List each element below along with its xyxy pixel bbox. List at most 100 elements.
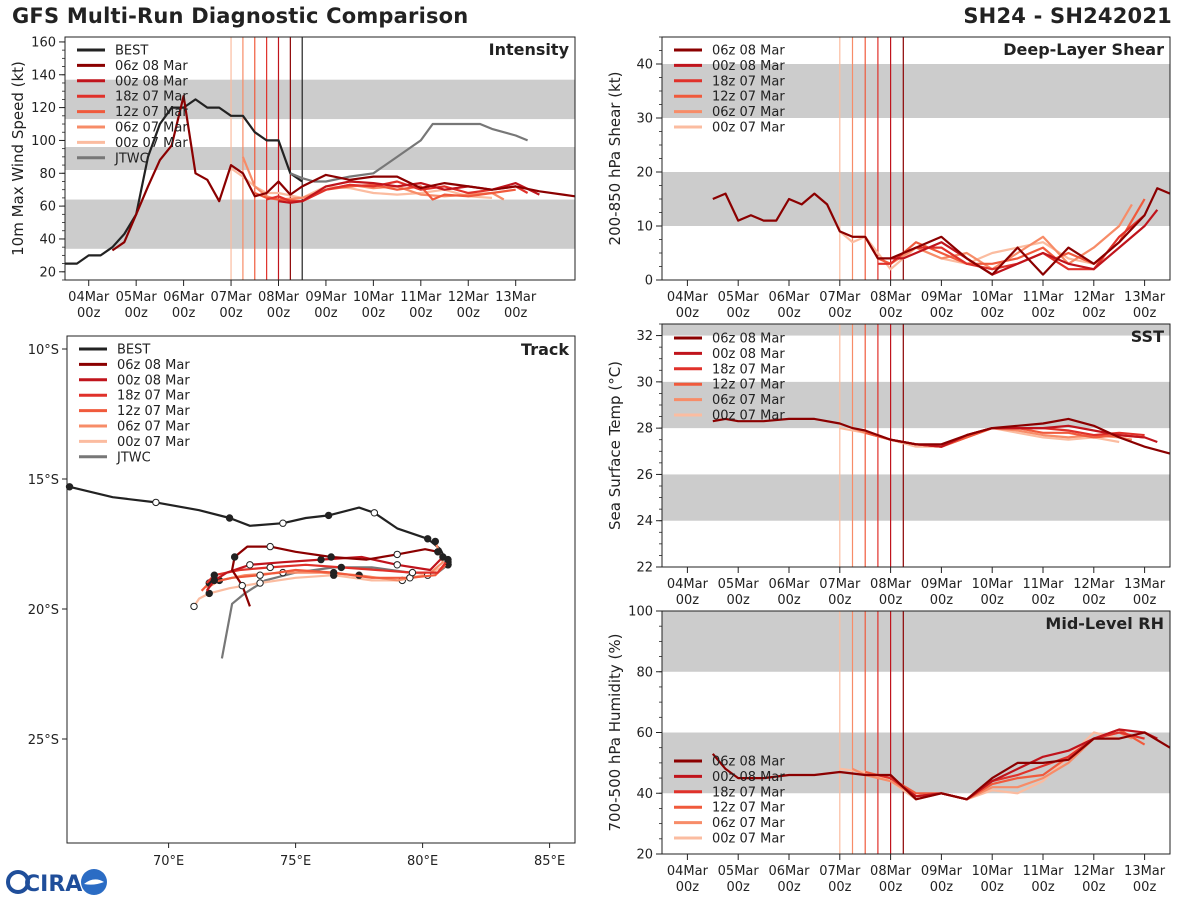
y-tick-label: 20 [636,166,653,181]
panel-title: Deep-Layer Shear [1003,40,1164,59]
x-tick-label-hour: 00z [77,306,101,321]
x-tick-label-day: 11Mar [1022,864,1064,879]
lon-tick-label: 70°E [153,854,184,869]
x-tick-label-hour: 00z [828,880,852,895]
plot-frame [64,36,576,281]
legend-label-06z-07-mar: 06z 07 Mar [712,393,785,408]
legend-label-00z-07-mar: 00z 07 Mar [712,409,785,424]
page-title: GFS Multi-Run Diagnostic Comparison [12,4,469,28]
track-point-06z-07-mar [431,537,439,546]
rh-chart: 2040608010004Mar00z05Mar00z06Mar00z07Mar… [606,605,1171,895]
plot-frame [661,323,1171,568]
x-tick-label-day: 05Mar [718,290,760,305]
x-tick-label-day: 09Mar [305,290,347,305]
legend-label-00z-08-mar: 00z 08 Mar [712,347,785,362]
x-tick-label-hour: 00z [1133,880,1157,895]
series-line-12z-07-mar [254,183,516,203]
x-tick-label-day: 13Mar [1124,290,1166,305]
y-tick-label: 32 [636,329,653,344]
y-tick-label: 24 [636,514,653,529]
y-tick-label: 160 [31,35,56,50]
x-tick-label-hour: 00z [777,593,801,608]
series-line-06z-08-mar [712,417,1171,455]
x-tick-label-day: 05Mar [718,577,760,592]
legend-label-12z-07-mar: 12z 07 Mar [115,105,188,120]
y-tick-label: 100 [628,605,653,620]
legend-label-00z-08-mar: 00z 08 Mar [712,59,785,74]
x-tick-label-hour: 00z [676,880,700,895]
legend-label-06z-08-mar: 06z 08 Mar [115,59,188,74]
track-line-12z-07-mar [200,561,449,592]
x-tick-label-hour: 00z [828,306,852,321]
x-tick-label-hour: 00z [727,306,751,321]
x-tick-label-hour: 00z [219,306,243,321]
track-point-00z-08-mar [246,561,254,569]
x-tick-label-hour: 00z [314,306,338,321]
track-point-best [324,511,333,520]
x-tick-label-hour: 00z [981,593,1005,608]
series-line-06z-08-mar [712,187,1171,276]
x-tick-label-day: 04Mar [667,864,709,879]
x-tick-label-day: 06Mar [768,290,810,305]
shaded-band [662,64,1170,118]
legend-label-06z-07-mar: 06z 07 Mar [712,816,785,831]
x-tick-label-hour: 00z [362,306,386,321]
legend-label-12z-07-mar: 12z 07 Mar [712,801,785,816]
y-axis-title: Sea Surface Temp (°C) [606,361,624,530]
series-line-06z-08-mar [711,731,1171,801]
y-tick-label: 100 [31,134,56,149]
x-tick-label-day: 10Mar [972,290,1014,305]
legend-label-18z-07-mar: 18z 07 Mar [115,90,188,105]
y-tick-label: 30 [636,375,653,390]
series-line-00z-08-mar [889,728,1158,801]
y-tick-label: 28 [636,422,653,437]
series-line-00z-08-mar [890,209,1159,276]
y-tick-label: 10 [636,220,653,235]
y-tick-label: 40 [636,787,653,802]
track-line-00z-08-mar [205,555,444,592]
series-line-best [65,98,303,265]
legend-label-06z-08-mar: 06z 08 Mar [117,358,190,373]
x-tick-label-day: 07Mar [819,577,861,592]
legend-label-18z-07-mar: 18z 07 Mar [712,74,785,89]
lat-tick-label: 20°S [28,603,59,618]
track-point-best [423,535,432,543]
x-tick-label-hour: 00z [1031,306,1055,321]
track-point-00z-08-mar [317,555,325,564]
x-tick-label-day: 09Mar [921,577,963,592]
x-tick-label-day: 10Mar [972,864,1014,879]
x-tick-label-day: 05Mar [718,864,760,879]
x-tick-label-day: 10Mar [353,290,395,305]
x-tick-label-day: 09Mar [921,290,963,305]
x-tick-label-day: 07Mar [211,290,253,305]
x-tick-label-hour: 00z [1133,593,1157,608]
y-tick-label: 30 [636,112,653,127]
track-point-18z-07-mar [408,568,417,577]
shaded-band [662,324,1170,336]
x-tick-label-day: 08Mar [870,864,912,879]
x-tick-label-day: 04Mar [68,290,110,305]
legend-label-06z-07-mar: 06z 07 Mar [115,121,188,136]
legend-label-00z-07-mar: 00z 07 Mar [117,435,190,450]
x-tick-label-day: 11Mar [1022,290,1064,305]
legend-label-best: BEST [117,343,150,358]
track-map: 70°E 75°E 80°E 85°E 10°S 15°S 20°S 25°S Track BES… [28,335,576,869]
y-tick-label: 40 [636,58,653,73]
track-point-12z-07-mar [256,571,264,579]
x-tick-label-hour: 00z [409,306,433,321]
legend-label-12z-07-mar: 12z 07 Mar [712,378,785,393]
legend-label-jtwc: JTWC [116,450,151,465]
track-point-18z-07-mar [337,563,346,572]
x-tick-label-day: 08Mar [870,290,912,305]
x-tick-label-hour: 00z [930,306,954,321]
track-point-06z-08-mar [393,550,401,559]
x-tick-label-day: 07Mar [819,290,861,305]
x-tick-label-hour: 00z [457,306,481,321]
x-tick-label-hour: 00z [1031,880,1055,895]
legend-label-06z-08-mar: 06z 08 Mar [712,332,785,347]
cira-logo-ring [6,870,30,894]
y-axis-title: 200-850 hPa Shear (kt) [606,72,624,246]
y-tick-label: 0 [645,274,653,289]
x-tick-label-hour: 00z [981,880,1005,895]
x-tick-label-hour: 00z [1031,593,1055,608]
